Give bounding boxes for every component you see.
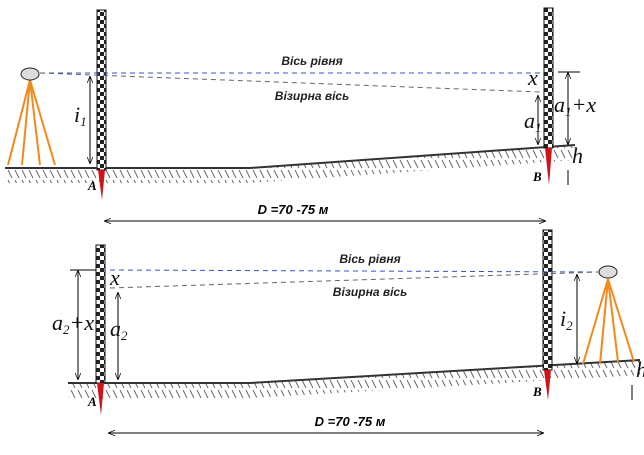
label-part: a xyxy=(52,310,63,335)
peg-a xyxy=(97,383,104,415)
label-part: +x xyxy=(70,310,95,335)
reading: a1 xyxy=(524,108,542,135)
instrument-height: i2 xyxy=(560,306,573,333)
sight-axis-line xyxy=(109,271,601,289)
h-label: h xyxy=(636,357,644,382)
label-part: 2 xyxy=(63,322,70,337)
label-part: a xyxy=(524,108,535,133)
point-a: A xyxy=(87,394,97,409)
reading: a2 xyxy=(110,316,128,343)
label-part: 2 xyxy=(566,318,573,333)
peg-a xyxy=(98,170,105,200)
label-part: 1 xyxy=(565,104,572,119)
label-part: i xyxy=(74,102,80,127)
level-axis-line xyxy=(109,269,601,273)
reading-plus-x: a1+x xyxy=(554,92,596,119)
sight-axis-label: Візирна вісь xyxy=(275,89,349,103)
label-part: 1 xyxy=(80,114,87,129)
point-b: B xyxy=(532,169,542,184)
sight-axis-line xyxy=(39,72,541,93)
staff-a xyxy=(95,244,106,384)
staff-b xyxy=(542,229,553,371)
distance: D =70 -75 м xyxy=(315,414,386,429)
point-a: A xyxy=(87,178,97,193)
staff-a xyxy=(96,9,107,171)
level-axis-label: Вісь рівня xyxy=(281,54,342,68)
label-part: i xyxy=(560,306,566,331)
tripod xyxy=(7,79,56,166)
point-b: B xyxy=(532,384,542,399)
tripod xyxy=(582,278,635,365)
label-part: 1 xyxy=(535,120,542,135)
ground-hatch xyxy=(5,145,575,183)
label-part: +x xyxy=(572,92,597,117)
ground xyxy=(68,359,641,384)
ground xyxy=(5,144,576,169)
reading-plus-x: a2+x xyxy=(52,310,94,337)
staff-b xyxy=(543,7,554,149)
ground-hatch xyxy=(68,360,640,398)
panel-1: Вісь рівня Візирна вісь i1 x a1 a1+x h A… xyxy=(5,7,596,221)
distance: D =70 -75 м xyxy=(258,202,329,217)
label-part: a xyxy=(110,316,121,341)
h-label: h xyxy=(572,143,583,168)
panel-2: Вісь рівня Візирна вісь a2+x x a2 i2 h A… xyxy=(52,229,644,433)
x-label: x xyxy=(527,65,538,90)
level-instrument xyxy=(598,265,618,279)
label-part: a xyxy=(554,92,565,117)
x-label: x xyxy=(109,265,120,290)
peg-b xyxy=(544,370,551,400)
level-axis-label: Вісь рівня xyxy=(339,252,400,266)
instrument-height: i1 xyxy=(74,102,87,129)
label-part: 2 xyxy=(121,328,128,343)
peg-b xyxy=(545,148,552,185)
sight-axis-label: Візирна вісь xyxy=(333,285,407,299)
level-instrument xyxy=(20,67,40,81)
